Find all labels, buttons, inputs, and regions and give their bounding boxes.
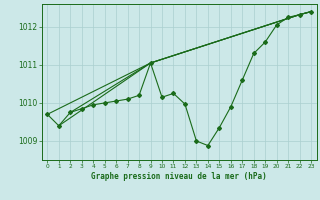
X-axis label: Graphe pression niveau de la mer (hPa): Graphe pression niveau de la mer (hPa) [91,172,267,181]
